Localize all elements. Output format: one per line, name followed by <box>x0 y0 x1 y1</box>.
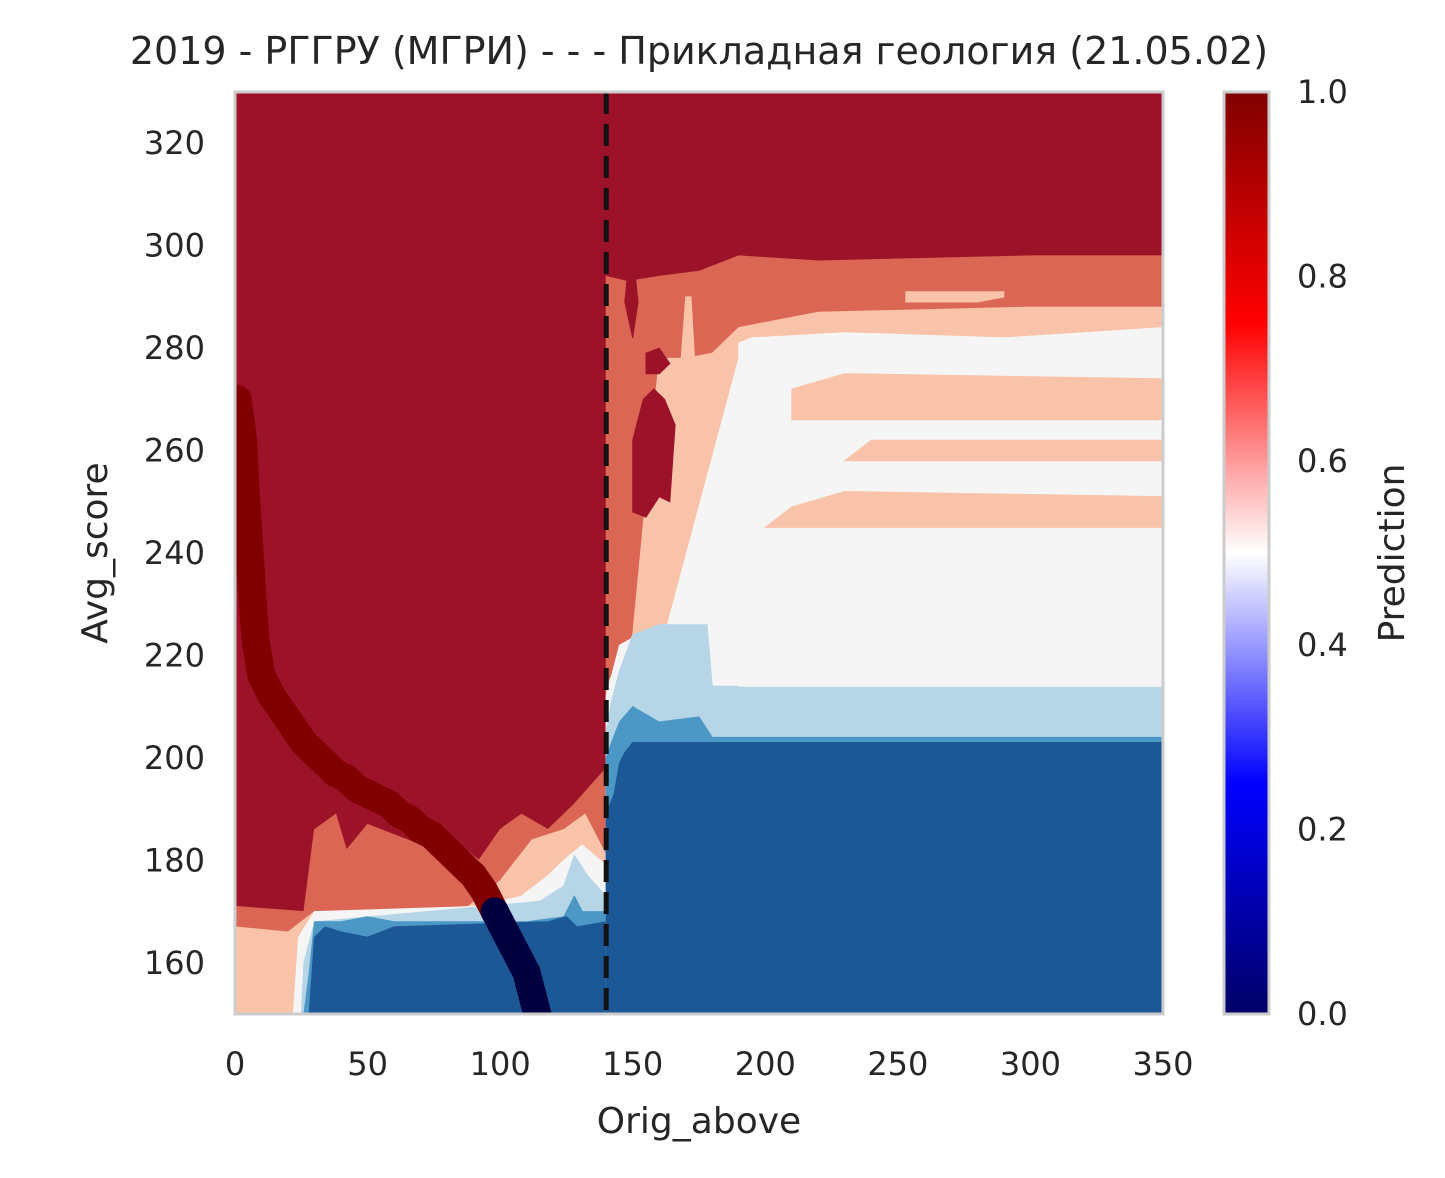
y-axis-ticks: 160 180 200 220 240 260 280 300 320 <box>144 124 205 982</box>
trajectory-point <box>236 559 265 588</box>
trajectory-point <box>235 385 252 414</box>
prediction-trajectory <box>235 385 552 1014</box>
trajectory-point <box>242 631 271 660</box>
y-tick-label: 180 <box>144 841 205 879</box>
colorbar-tick-label: 0.8 <box>1297 257 1348 295</box>
x-axis-label: Orig_above <box>597 1101 801 1142</box>
y-tick-label: 300 <box>144 227 205 265</box>
x-tick-label: 200 <box>735 1045 796 1083</box>
contour-region <box>605 742 1163 1014</box>
trajectory-point <box>235 477 260 506</box>
contour-island <box>645 347 671 375</box>
colorbar-label: Prediction <box>1372 464 1413 643</box>
y-tick-label: 240 <box>144 534 205 572</box>
y-tick-label: 160 <box>144 944 205 982</box>
x-tick-label: 150 <box>602 1045 663 1083</box>
contour-island <box>679 296 697 441</box>
x-tick-label: 100 <box>470 1045 531 1083</box>
colorbar-tick-label: 0.4 <box>1297 626 1348 664</box>
colorbar-ticks: 0.0 0.2 0.4 0.6 0.8 1.0 <box>1297 73 1348 1033</box>
contour-island <box>791 373 1163 421</box>
contour-island <box>738 526 1163 687</box>
x-tick-label: 50 <box>347 1045 388 1083</box>
colorbar-tick-label: 0.6 <box>1297 442 1348 480</box>
trajectory-point <box>235 518 263 547</box>
colorbar-tick-label: 0.2 <box>1297 811 1348 849</box>
contour-overlays <box>624 275 1163 687</box>
contour-island <box>624 275 639 339</box>
contour-regions <box>235 92 1163 1014</box>
trajectory-point <box>523 1000 552 1014</box>
plot-frame <box>233 90 1165 1016</box>
colorbar <box>1222 90 1271 1016</box>
y-tick-label: 320 <box>144 124 205 162</box>
contour-island <box>905 291 1005 303</box>
y-tick-label: 260 <box>144 432 205 470</box>
y-axis-label: Avg_score <box>75 462 116 643</box>
colorbar-tick-label: 1.0 <box>1297 73 1348 111</box>
y-tick-label: 280 <box>144 329 205 367</box>
trajectory-point <box>235 426 257 455</box>
chart-title: 2019 - РГГРУ (МГРИ) - - - Прикладная гео… <box>130 29 1268 73</box>
colorbar-tick-label: 0.0 <box>1297 995 1348 1033</box>
x-tick-label: 350 <box>1132 1045 1193 1083</box>
contour-island <box>843 439 1163 462</box>
x-tick-label: 0 <box>225 1045 245 1083</box>
x-axis-ticks: 0 50 100 150 200 250 300 350 <box>225 1045 1194 1083</box>
y-tick-label: 220 <box>144 636 205 674</box>
trajectory-point <box>239 600 268 629</box>
x-tick-label: 250 <box>867 1045 928 1083</box>
contour-island <box>763 490 1163 528</box>
contour-island <box>632 388 676 518</box>
contour-island <box>910 342 1010 370</box>
x-tick-label: 300 <box>1000 1045 1061 1083</box>
y-tick-label: 200 <box>144 739 205 777</box>
